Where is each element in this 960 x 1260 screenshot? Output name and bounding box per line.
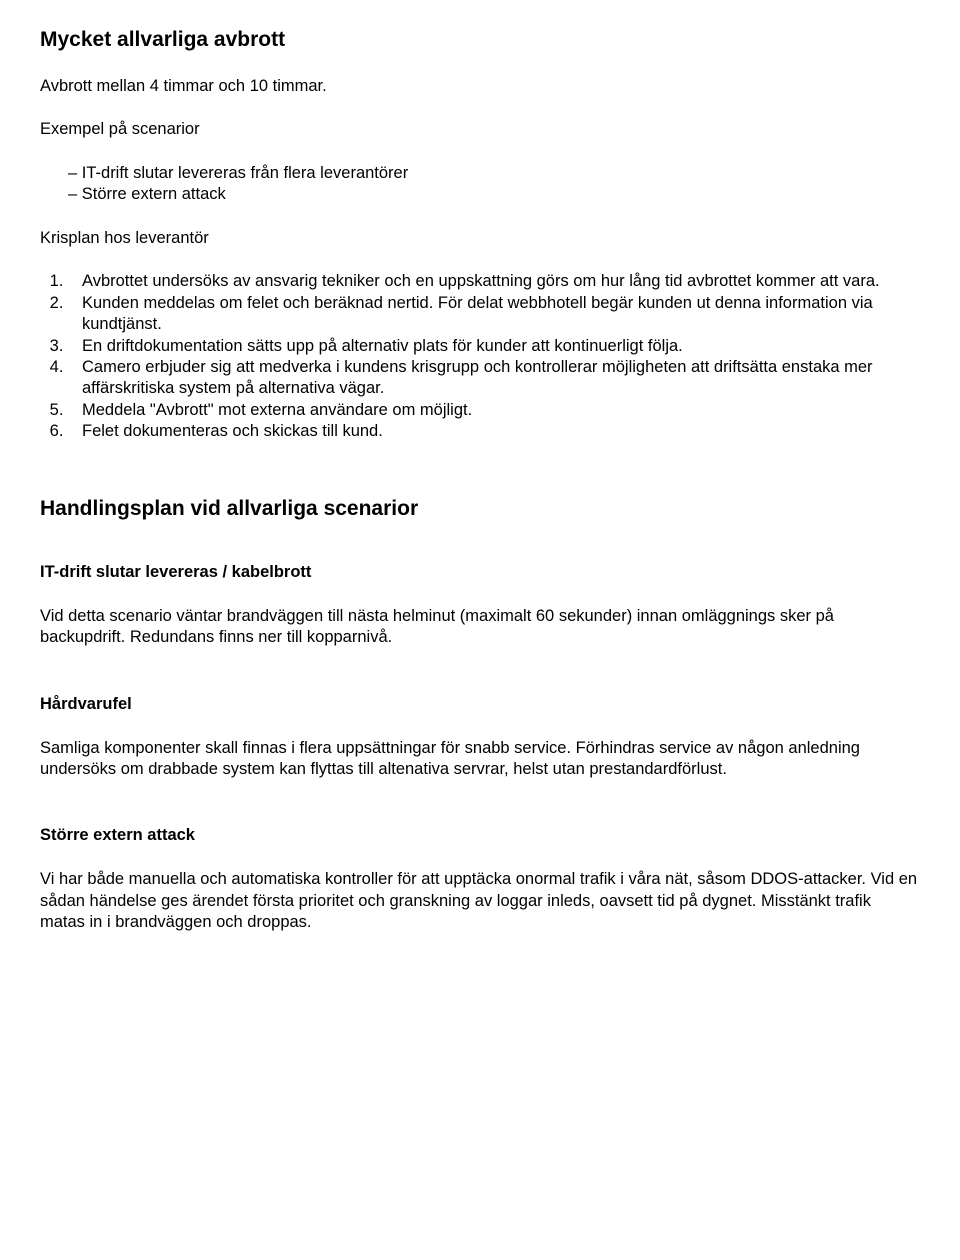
- list-item: Felet dokumenteras och skickas till kund…: [68, 421, 920, 442]
- list-item: Camero erbjuder sig att medverka i kunde…: [68, 357, 920, 400]
- sub1-heading: IT-drift slutar levereras / kabelbrott: [40, 563, 920, 582]
- section1-intro: Avbrott mellan 4 timmar och 10 timmar.: [40, 76, 920, 97]
- krisplan-list: Avbrottet undersöks av ansvarig tekniker…: [40, 271, 920, 443]
- list-item: Kunden meddelas om felet och beräknad ne…: [68, 293, 920, 336]
- sub3-heading: Större extern attack: [40, 826, 920, 845]
- list-item: Större extern attack: [40, 184, 920, 205]
- section2-title: Handlingsplan vid allvarliga scenarior: [40, 497, 920, 521]
- document-page: Mycket allvarliga avbrott Avbrott mellan…: [0, 0, 960, 1260]
- krisplan-label: Krisplan hos leverantör: [40, 228, 920, 249]
- sub1-text: Vid detta scenario väntar brandväggen ti…: [40, 606, 920, 649]
- sub2-text: Samliga komponenter skall finnas i flera…: [40, 738, 920, 781]
- section1-title: Mycket allvarliga avbrott: [40, 28, 920, 52]
- examples-list: IT-drift slutar levereras från flera lev…: [40, 163, 920, 206]
- list-item: IT-drift slutar levereras från flera lev…: [40, 163, 920, 184]
- examples-label: Exempel på scenarior: [40, 119, 920, 140]
- sub3-text: Vi har både manuella och automatiska kon…: [40, 869, 920, 933]
- sub2-heading: Hårdvarufel: [40, 695, 920, 714]
- list-item: Meddela "Avbrott" mot externa användare …: [68, 400, 920, 421]
- list-item: Avbrottet undersöks av ansvarig tekniker…: [68, 271, 920, 292]
- list-item: En driftdokumentation sätts upp på alter…: [68, 336, 920, 357]
